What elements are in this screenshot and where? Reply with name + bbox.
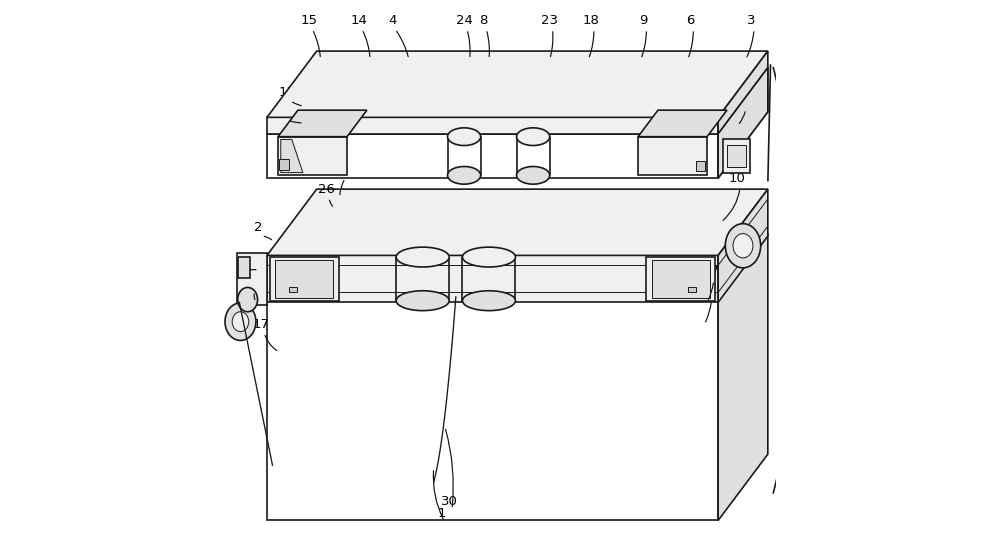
Polygon shape	[718, 68, 768, 178]
Polygon shape	[238, 256, 250, 278]
Text: 17: 17	[253, 318, 270, 331]
Polygon shape	[267, 117, 718, 134]
Ellipse shape	[733, 234, 753, 258]
Polygon shape	[267, 255, 718, 302]
Ellipse shape	[238, 287, 258, 312]
Text: 6: 6	[686, 14, 695, 27]
Polygon shape	[278, 137, 347, 175]
Text: 18: 18	[583, 14, 600, 27]
Polygon shape	[237, 253, 267, 305]
Text: 4: 4	[388, 14, 397, 27]
Polygon shape	[267, 68, 768, 134]
Text: 23: 23	[541, 14, 558, 27]
Text: 3: 3	[747, 14, 756, 27]
Ellipse shape	[462, 291, 515, 311]
Text: 25: 25	[334, 163, 351, 176]
Text: 15: 15	[301, 14, 318, 27]
Ellipse shape	[448, 166, 481, 184]
Polygon shape	[289, 287, 297, 292]
Polygon shape	[267, 233, 768, 300]
Polygon shape	[718, 68, 768, 178]
Text: 30: 30	[441, 495, 458, 508]
Ellipse shape	[396, 291, 449, 311]
Text: 10: 10	[729, 171, 746, 185]
Polygon shape	[267, 189, 768, 255]
Text: 13: 13	[279, 86, 296, 99]
Polygon shape	[267, 300, 718, 521]
Ellipse shape	[517, 166, 550, 184]
Ellipse shape	[396, 247, 449, 267]
Polygon shape	[718, 233, 768, 521]
Ellipse shape	[725, 224, 761, 268]
Polygon shape	[718, 189, 768, 302]
Polygon shape	[696, 161, 705, 171]
Polygon shape	[267, 51, 768, 117]
Text: 12: 12	[700, 285, 717, 298]
Text: 11: 11	[236, 254, 253, 268]
Polygon shape	[718, 51, 768, 134]
Ellipse shape	[225, 303, 256, 340]
Text: 21: 21	[276, 105, 293, 118]
Polygon shape	[727, 145, 746, 167]
Text: 14: 14	[351, 14, 368, 27]
Polygon shape	[275, 260, 333, 298]
Polygon shape	[281, 139, 303, 173]
Polygon shape	[270, 257, 339, 301]
Text: 24: 24	[456, 14, 473, 27]
Polygon shape	[723, 139, 750, 173]
Polygon shape	[638, 110, 727, 137]
Text: 9: 9	[639, 14, 648, 27]
Polygon shape	[646, 257, 715, 301]
Ellipse shape	[462, 247, 515, 267]
Text: 26: 26	[318, 183, 334, 196]
Text: 8: 8	[479, 14, 488, 27]
Polygon shape	[688, 287, 696, 292]
Ellipse shape	[232, 312, 249, 332]
Text: 1: 1	[438, 507, 446, 521]
Text: 27: 27	[702, 265, 719, 279]
Text: 2: 2	[254, 221, 263, 234]
Polygon shape	[278, 110, 367, 137]
Text: 22: 22	[734, 94, 751, 107]
Polygon shape	[638, 137, 707, 175]
Polygon shape	[279, 159, 289, 170]
Polygon shape	[267, 134, 718, 178]
Text: 5: 5	[247, 276, 256, 290]
Ellipse shape	[517, 128, 550, 145]
Polygon shape	[652, 260, 710, 298]
Ellipse shape	[448, 128, 481, 145]
